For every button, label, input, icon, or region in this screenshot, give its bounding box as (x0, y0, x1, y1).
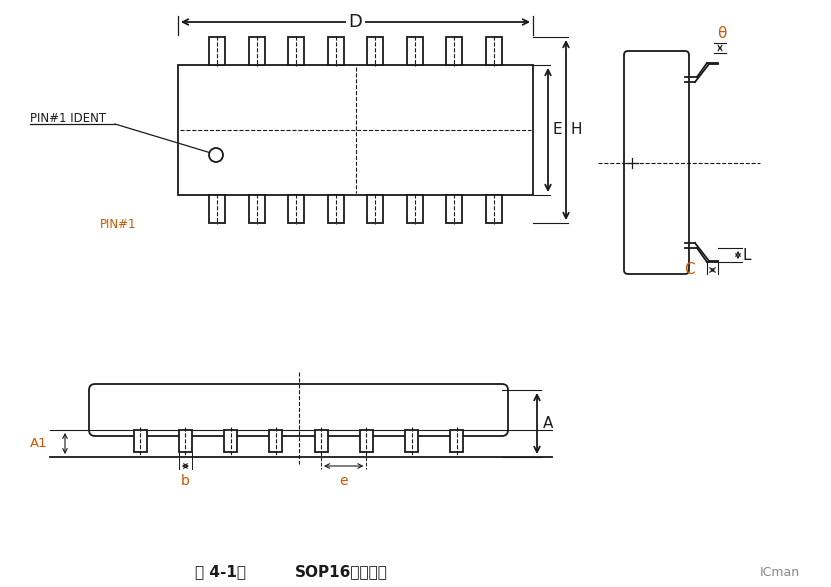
Bar (134, 430, 147, 452)
Text: θ: θ (717, 25, 726, 41)
Bar (224, 430, 237, 452)
Bar (485, 37, 502, 65)
Text: e: e (340, 474, 348, 488)
Bar (446, 37, 462, 65)
Bar (249, 195, 265, 223)
Bar (450, 430, 463, 452)
Bar (179, 430, 192, 452)
Text: SOP16封装示例: SOP16封装示例 (295, 565, 388, 579)
Bar (327, 37, 344, 65)
Bar (367, 37, 383, 65)
Text: E: E (552, 123, 562, 137)
Bar (269, 430, 283, 452)
Bar (367, 195, 383, 223)
Bar (360, 430, 373, 452)
Bar (406, 37, 423, 65)
Text: b: b (181, 474, 189, 488)
Circle shape (209, 148, 223, 162)
Text: A1: A1 (30, 437, 47, 450)
Bar (406, 195, 423, 223)
Bar (485, 195, 502, 223)
FancyBboxPatch shape (89, 384, 508, 436)
Bar (405, 430, 418, 452)
Text: PIN#1 IDENT: PIN#1 IDENT (30, 112, 106, 124)
Text: L: L (743, 248, 751, 262)
Text: ICman: ICman (760, 565, 800, 579)
FancyBboxPatch shape (624, 51, 689, 274)
Bar (209, 37, 225, 65)
Bar (209, 195, 225, 223)
Bar (446, 195, 462, 223)
Bar (315, 430, 327, 452)
Text: C: C (684, 262, 695, 278)
Text: PIN#1: PIN#1 (100, 218, 136, 231)
Bar (288, 37, 304, 65)
Bar (327, 195, 344, 223)
Text: 图 4-1：: 图 4-1： (195, 565, 246, 579)
Bar (249, 37, 265, 65)
Text: D: D (348, 13, 362, 31)
Text: A: A (543, 416, 553, 431)
Bar (288, 195, 304, 223)
Text: H: H (570, 123, 582, 137)
Bar (178, 65, 533, 195)
